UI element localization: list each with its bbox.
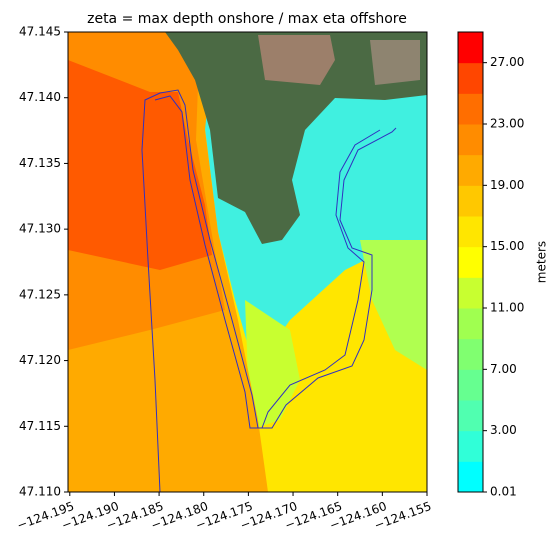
y-tick-label: 47.130 [19,222,61,236]
colorbar-band [458,461,483,493]
green-zone [360,240,427,370]
shoreline [154,95,381,429]
colorbar-band [458,308,483,340]
red-zone [68,60,212,270]
y-tick-label: 47.120 [19,353,61,367]
colorbar-band [458,277,483,309]
chart-title: zeta = max depth onshore / max eta offsh… [87,11,407,27]
shoreline [141,89,397,492]
land-clearing [370,40,420,85]
y-tick-label: 47.145 [19,25,61,39]
colorbar-tick-label: 3.00 [490,423,517,437]
y-tick-label: 47.125 [19,287,61,301]
colorbar-band [458,246,483,278]
colorbar-band [458,430,483,462]
colorbar-band [458,185,483,217]
y-tick-label: 47.110 [19,485,61,499]
colorbar-band [458,369,483,401]
land [165,32,427,244]
colorbar-band [458,93,483,125]
colorbar-frame [457,31,484,493]
green-zone [245,300,300,430]
colorbar-tick-label: 7.00 [490,362,517,376]
axes-frame [67,31,428,493]
colorbar-band [458,32,483,64]
land-clearing [258,35,335,85]
y-tick-label: 47.140 [19,90,61,104]
colorbar-band [458,124,483,156]
colorbar-band [458,154,483,186]
y-tick-label: 47.115 [19,419,61,433]
colorbar-band [458,338,483,370]
map [68,32,427,492]
colorbar-tick-label: 0.01 [490,485,517,499]
colorbar-tick-label: 19.00 [490,178,524,192]
colorbar-tick-label: 15.00 [490,239,524,253]
colorbar-label: meters [535,241,549,283]
colorbar-tick-label: 23.00 [490,117,524,131]
colorbar-tick-label: 11.00 [490,301,524,315]
y-tick-label: 47.135 [19,156,61,170]
colorbar-tick-label: 27.00 [490,55,524,69]
colorbar-band [458,62,483,94]
colorbar-band [458,216,483,248]
colorbar-band [458,400,483,432]
